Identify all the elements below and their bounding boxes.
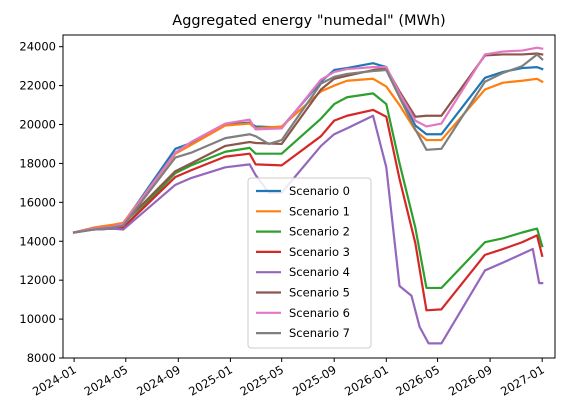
legend-label-1: Scenario 1 [289, 204, 350, 218]
legend-label-0: Scenario 0 [289, 184, 350, 198]
x-tick-label-7: 2026-05 [393, 362, 442, 398]
y-tick-label-4: 16000 [19, 195, 56, 209]
x-tick-label-5: 2025-09 [290, 362, 339, 398]
x-tick-label-4: 2025-05 [238, 362, 287, 398]
legend-box [247, 177, 372, 349]
legend: Scenario 0 Scenario 1 Scenario 2 Scenario 3… [247, 177, 372, 349]
legend-label-6: Scenario 6 [289, 306, 350, 320]
legend-label-5: Scenario 5 [289, 286, 350, 300]
y-axis: 8000 10000 12000 14000 16000 18000 20000 22000 2… [19, 40, 63, 365]
y-tick-label-5: 18000 [19, 156, 56, 170]
x-tick-label-8: 2026-09 [446, 362, 495, 398]
legend-label-3: Scenario 3 [289, 245, 350, 259]
series-line-3 [72, 108, 544, 312]
x-tick-label-9: 2027-01 [498, 362, 547, 398]
series-line-5 [72, 52, 544, 234]
y-tick-label-1: 10000 [19, 312, 56, 326]
series-line-7 [72, 53, 544, 234]
y-tick-label-6: 20000 [19, 118, 56, 132]
x-axis: 2024-01 2024-05 2024-09 2025-01 2025-05 2025-… [30, 358, 547, 399]
plot-frame [62, 34, 556, 359]
y-tick-label-7: 22000 [19, 79, 56, 93]
series-line-2 [72, 92, 544, 290]
legend-label-2: Scenario 2 [289, 225, 350, 239]
x-tick-label-3: 2025-01 [186, 362, 235, 398]
chart-title: Aggregated energy "numedal" (MWh) [172, 13, 445, 29]
y-tick-label-2: 12000 [19, 273, 56, 287]
y-tick-label-3: 14000 [19, 234, 56, 248]
x-tick-label-6: 2026-01 [342, 362, 391, 398]
series-line-6 [72, 46, 544, 234]
y-tick-label-0: 8000 [27, 351, 56, 365]
y-tick-label-8: 24000 [19, 40, 56, 54]
x-tick-label-2: 2024-09 [134, 362, 183, 398]
legend-label-7: Scenario 7 [289, 326, 350, 340]
x-tick-label-1: 2024-05 [82, 362, 131, 398]
x-tick-label-0: 2024-01 [30, 362, 79, 398]
legend-label-4: Scenario 4 [289, 265, 350, 279]
series-layer [72, 46, 544, 345]
series-line-0 [72, 62, 544, 234]
series-line-4 [72, 114, 544, 345]
